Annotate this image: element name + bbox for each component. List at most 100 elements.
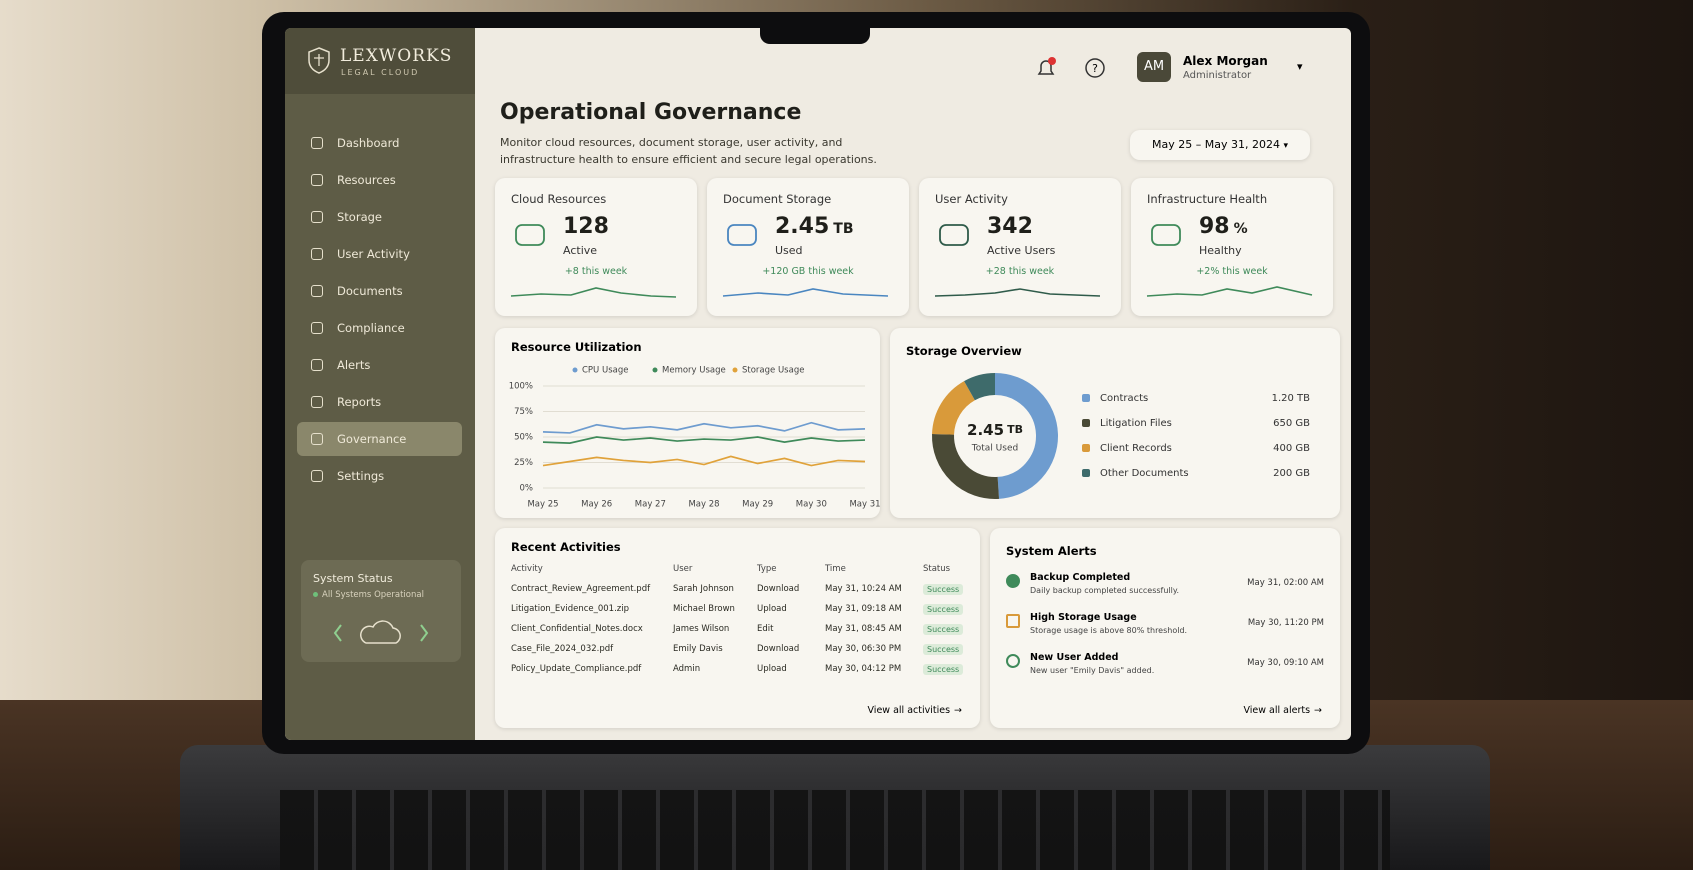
page-title: Operational Governance [500, 100, 802, 125]
nav-item[interactable]: Compliance [297, 311, 462, 345]
nav-icon [311, 359, 323, 371]
table-cell: Emily Davis [673, 644, 723, 654]
bell-icon[interactable] [1037, 57, 1056, 75]
chart-title: Storage Overview [906, 344, 1022, 358]
nav-icon [311, 322, 323, 334]
brand-logo [308, 47, 330, 74]
sparkline-path [1146, 286, 1313, 297]
kpi-title: Cloud Resources [511, 192, 607, 206]
legend-label: Other Documents [1100, 468, 1189, 479]
kpi-card: Infrastructure Health 98% Healthy +2% this … [1131, 178, 1333, 316]
nav-item[interactable]: User Activity [297, 237, 462, 271]
view-all-link[interactable]: View all activities → [868, 705, 962, 716]
kpi-value: 2.45 TB [775, 214, 854, 239]
series-line [542, 455, 866, 467]
sparkline-path [510, 287, 677, 298]
kpi-number: 128 [563, 214, 609, 239]
sidebar: LEXWORKS LEGAL CLOUD System Status All S… [285, 28, 475, 740]
nav-item[interactable]: Governance [297, 422, 462, 456]
kpi-icon [515, 224, 545, 246]
kpi-title: Infrastructure Health [1147, 192, 1268, 206]
alert-icon [1006, 654, 1020, 668]
card-title: System Alerts [1006, 544, 1097, 558]
alert-description: Storage usage is above 80% threshold. [1030, 626, 1188, 635]
sparkline [510, 287, 677, 298]
center-unit: TB [1007, 423, 1023, 436]
brand-name: LEXWORKS [340, 46, 453, 66]
y-tick-label: 75% [514, 407, 533, 417]
system-status: System Status All Systems Operational [301, 560, 461, 662]
nav-item[interactable]: Settings [297, 459, 462, 493]
column-header: Time [825, 564, 846, 574]
alert-description: Daily backup completed successfully. [1030, 586, 1179, 595]
table-cell: Contract_Review_Agreement.pdf [511, 584, 651, 594]
table-cell: Upload [757, 664, 787, 674]
kpi-number: 342 [987, 214, 1033, 239]
icon-shape [1151, 224, 1181, 246]
value-label: 650 GB [1273, 418, 1310, 429]
kpi-unit: TB [833, 221, 854, 237]
status-cloud [333, 620, 429, 644]
page-subtitle: Monitor cloud resources, document storag… [500, 136, 877, 166]
x-tick-label: May 28 [688, 500, 719, 510]
resource-utilization-card: Resource Utilization 0% 25% 50% 75% 100% May 2… [495, 328, 880, 518]
column-header: User [673, 564, 693, 574]
status-dot [313, 592, 318, 597]
status-title: System Status [313, 572, 393, 585]
kpi-card: Cloud Resources 128 Active +8 this week [495, 178, 697, 316]
table-cell: Case_File_2024_032.pdf [511, 644, 614, 654]
legend-label: Contracts [1100, 393, 1148, 404]
nav-item[interactable]: Storage [297, 200, 462, 234]
nav-item[interactable]: Reports [297, 385, 462, 419]
legend-label: Client Records [1100, 443, 1172, 454]
table-cell: May 30, 06:30 PM [825, 644, 902, 654]
sparkline-path [934, 288, 1101, 297]
sparkline [722, 288, 889, 297]
x-tick-label: May 26 [581, 500, 612, 510]
donut-chart: Contracts 1.20 TB Litigation Files 650 GB Cl… [932, 373, 1310, 499]
icon-shape [727, 224, 757, 246]
status-badge: Success [923, 644, 964, 655]
user-name: Alex Morgan [1183, 54, 1268, 68]
kpi-title: User Activity [935, 192, 1008, 206]
table-cell: Admin [673, 664, 701, 674]
link-arrow: → [1314, 705, 1322, 716]
center-number: 2.45 [967, 421, 1004, 439]
nav-icon [311, 137, 323, 149]
kpi-change: +28 this week [985, 266, 1055, 277]
nav-label: Storage [337, 210, 382, 224]
donut-segment [994, 373, 1058, 499]
nav-item[interactable]: Dashboard [297, 126, 462, 160]
view-all-link[interactable]: View all alerts → [1243, 705, 1322, 716]
table-cell: Litigation_Evidence_001.zip [511, 604, 629, 614]
table-cell: May 31, 09:18 AM [825, 604, 902, 614]
nav-icon [311, 211, 323, 223]
icon-shape [939, 224, 969, 246]
alert-title: New User Added [1030, 652, 1119, 663]
header-icons: ? [1037, 57, 1105, 78]
camera-notch [760, 12, 870, 44]
kpi-number: 2.45 [775, 214, 830, 239]
status-badge: Success [923, 584, 964, 595]
user-menu-caret[interactable]: ▾ [1297, 60, 1303, 73]
y-tick-label: 25% [514, 458, 533, 468]
legend-label: CPU Usage [582, 366, 628, 376]
alert-title: High Storage Usage [1030, 612, 1137, 623]
sparkline-path [722, 288, 889, 297]
nav-item[interactable]: Resources [297, 163, 462, 197]
avatar[interactable]: AM [1137, 52, 1171, 82]
nav-item[interactable]: Alerts [297, 348, 462, 382]
kpi-change: +8 this week [564, 266, 628, 277]
date-range-picker[interactable]: May 25 – May 31, 2024 ▾ [1130, 130, 1310, 160]
x-tick-label: May 29 [742, 500, 773, 510]
nav-icon [311, 433, 323, 445]
brand-tagline: LEGAL CLOUD [341, 68, 420, 77]
help-icon[interactable]: ? [1085, 58, 1105, 78]
table-cell: Policy_Update_Compliance.pdf [511, 664, 642, 674]
table-cell: Download [757, 584, 800, 594]
nav-icon [311, 396, 323, 408]
nav-item[interactable]: Documents [297, 274, 462, 308]
donut-segment [932, 381, 976, 436]
brand-box: LEXWORKS LEGAL CLOUD [285, 28, 475, 94]
y-tick-label: 0% [520, 484, 534, 494]
